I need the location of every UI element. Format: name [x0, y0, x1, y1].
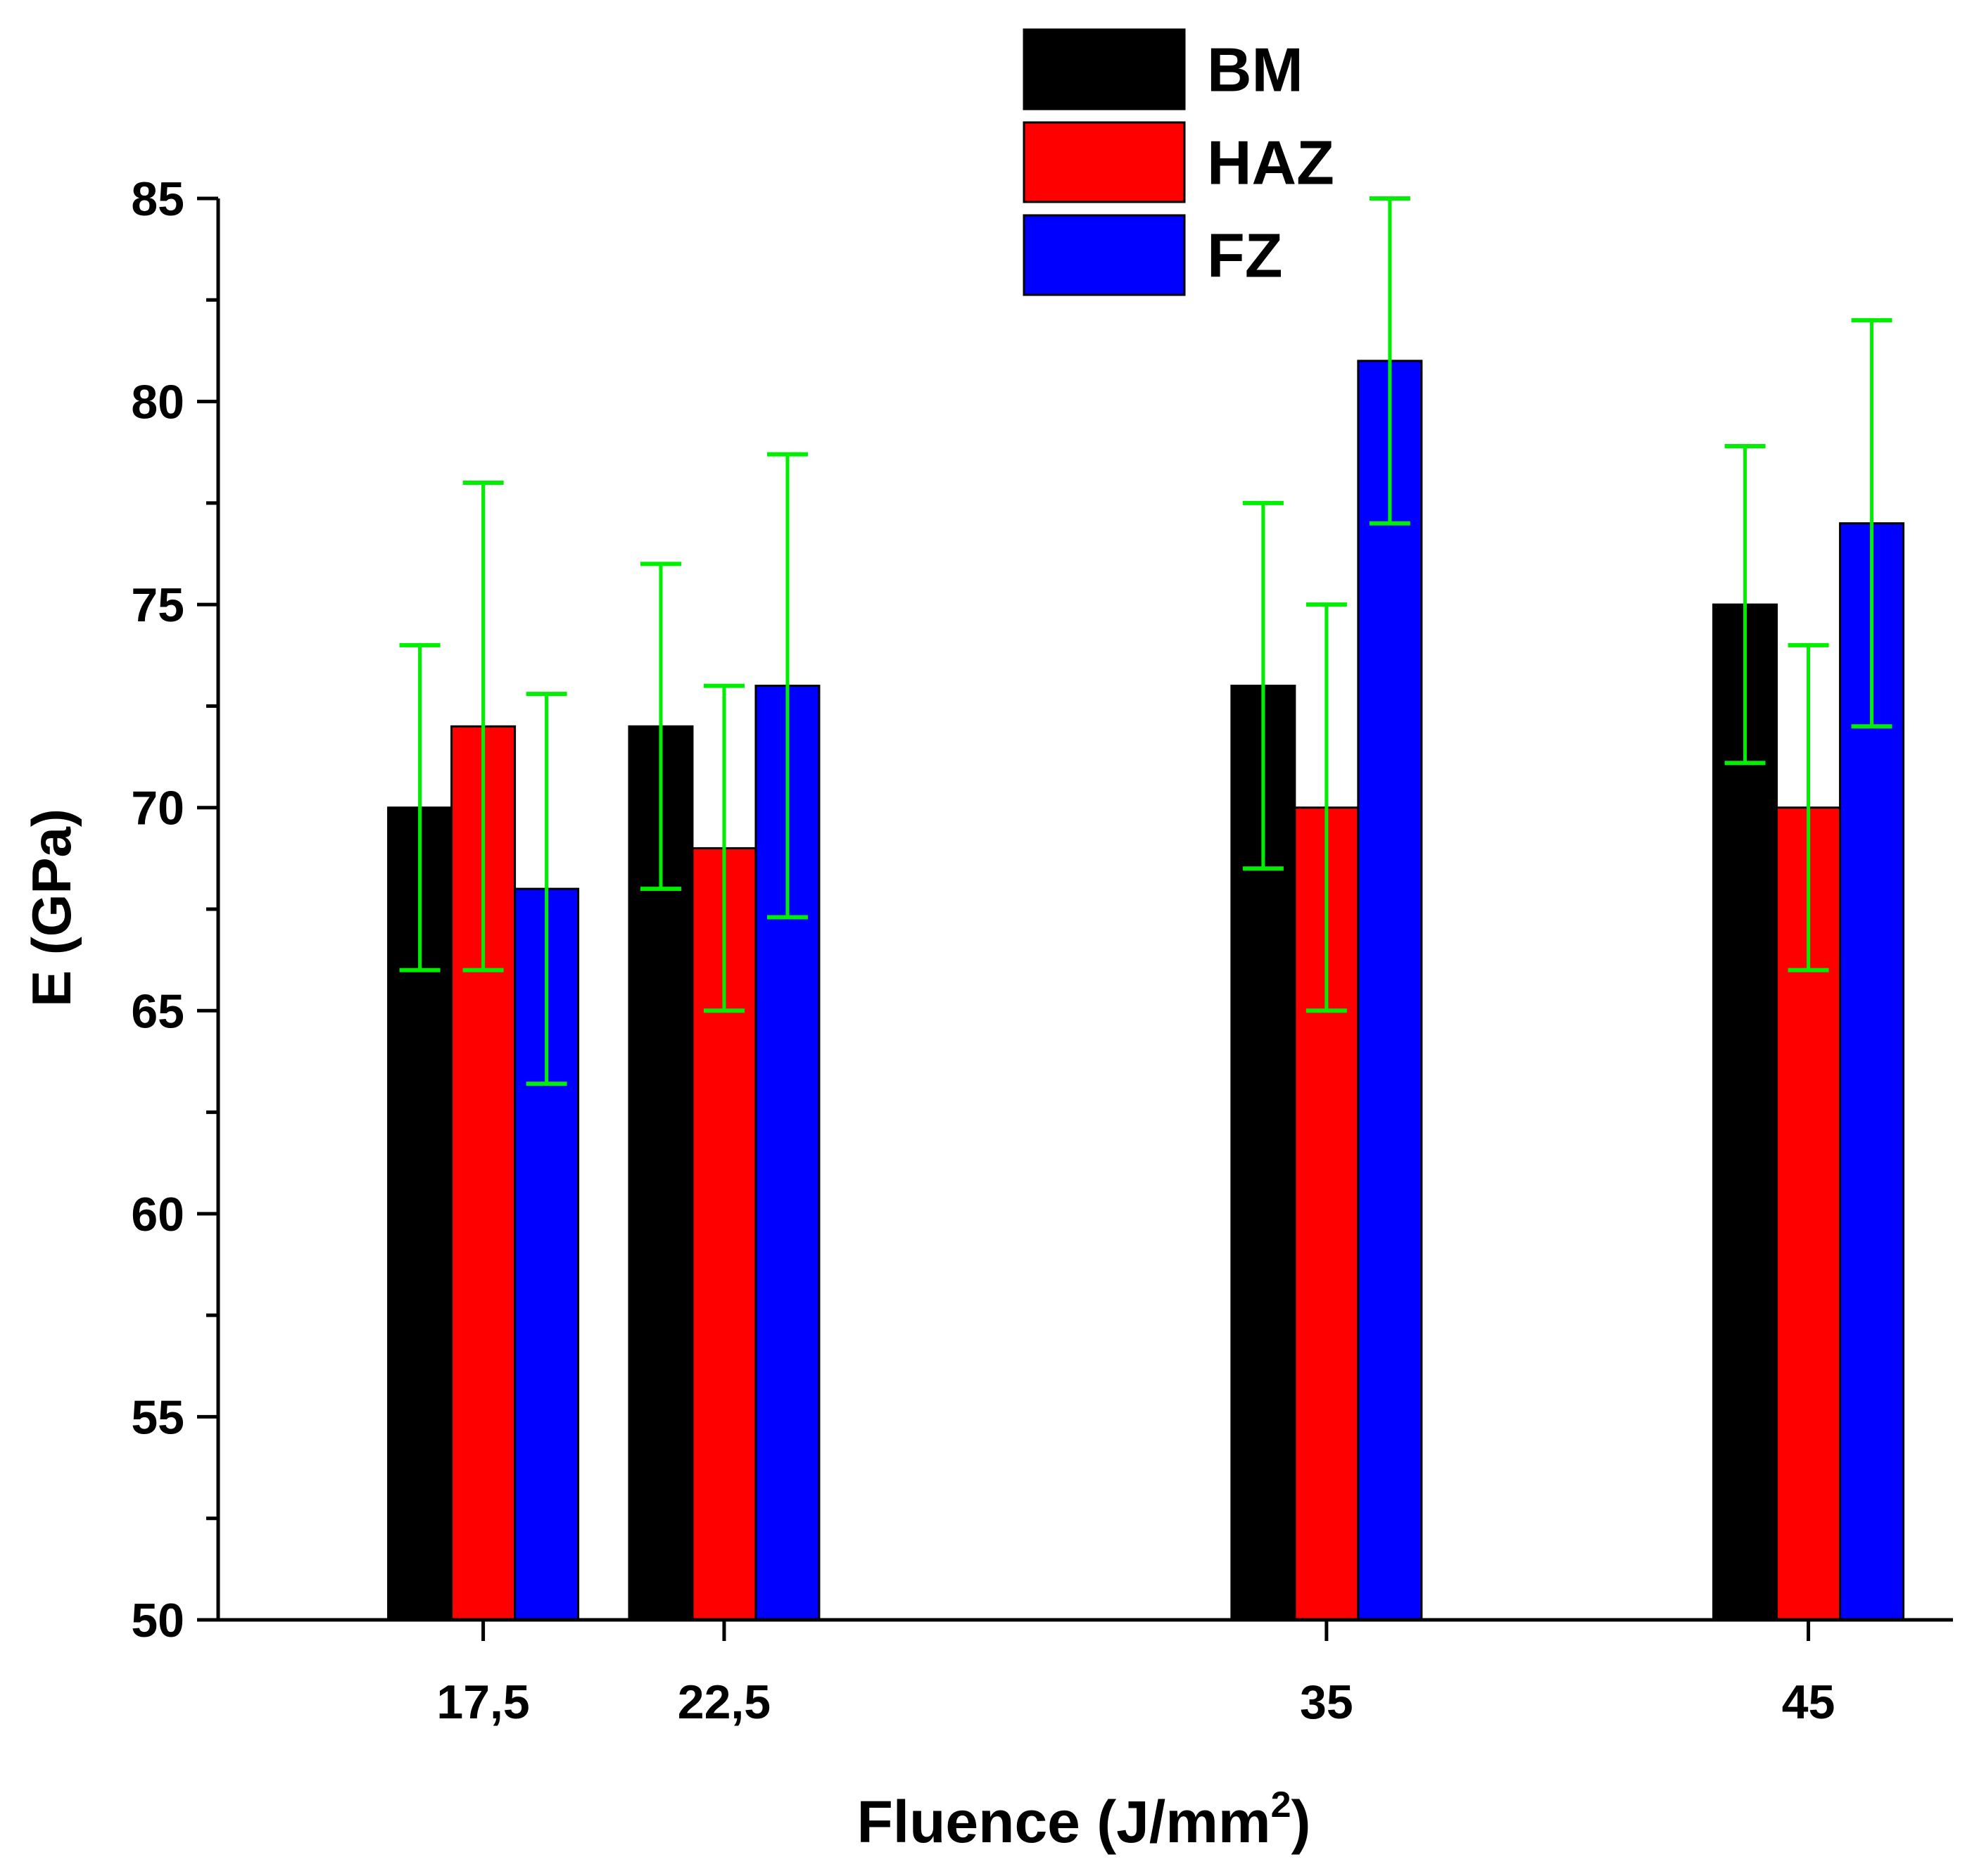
error-bar-fz-0 — [526, 692, 567, 1086]
legend: BM HAZ FZ — [1023, 28, 1334, 296]
y-axis-label: E (GPa) — [20, 809, 82, 1007]
legend-swatch — [1023, 121, 1186, 203]
error-bar-bm-2 — [1242, 500, 1284, 871]
x-axis-label-superscript: 2 — [1271, 1785, 1291, 1825]
y-tick-label: 50 — [131, 1594, 184, 1647]
legend-label: HAZ — [1207, 128, 1334, 198]
error-bar-fz-3 — [1851, 318, 1892, 729]
y-tick-label: 60 — [131, 1188, 184, 1241]
error-bar-haz-2 — [1305, 602, 1347, 1013]
x-tick-label: 35 — [1300, 1675, 1353, 1729]
error-bars-layer — [399, 196, 1892, 1086]
y-tick-label: 70 — [131, 782, 184, 835]
y-tick-label: 75 — [131, 578, 184, 632]
error-bar-haz-1 — [703, 683, 745, 1013]
legend-item-fz: FZ — [1023, 214, 1283, 296]
legend-label: FZ — [1207, 221, 1283, 291]
y-tick-label: 55 — [131, 1390, 184, 1444]
x-axis-label-close: ) — [1291, 1789, 1311, 1855]
bars-layer — [387, 360, 1905, 1621]
error-bar-fz-1 — [766, 452, 808, 920]
error-bar-bm-3 — [1724, 444, 1766, 766]
y-tick-label: 65 — [131, 984, 184, 1038]
y-tick-label: 85 — [131, 172, 184, 226]
legend-swatch — [1023, 28, 1186, 110]
x-axis-label: Fluence (J/mm2) — [856, 1785, 1310, 1855]
error-bar-fz-2 — [1369, 196, 1410, 526]
legend-label: BM — [1207, 35, 1303, 105]
error-bar-haz-0 — [462, 481, 504, 972]
x-tick-label: 45 — [1782, 1675, 1835, 1729]
x-tick-label: 17,5 — [436, 1675, 529, 1729]
legend-swatch — [1023, 214, 1186, 296]
error-bar-bm-1 — [640, 562, 681, 892]
legend-item-haz: HAZ — [1023, 121, 1334, 203]
legend-item-bm: BM — [1023, 28, 1303, 110]
x-axis-label-main: Fluence (J/mm — [856, 1789, 1270, 1855]
error-bar-haz-3 — [1788, 642, 1829, 972]
x-tick-label: 22,5 — [678, 1675, 771, 1729]
axes-layer: 50 55 60 65 70 75 80 85 17,5 22,5 35 45 — [131, 172, 1953, 1729]
y-tick-label: 80 — [131, 376, 184, 429]
error-bar-bm-0 — [399, 642, 441, 972]
bar-fz-2 — [1357, 360, 1423, 1621]
